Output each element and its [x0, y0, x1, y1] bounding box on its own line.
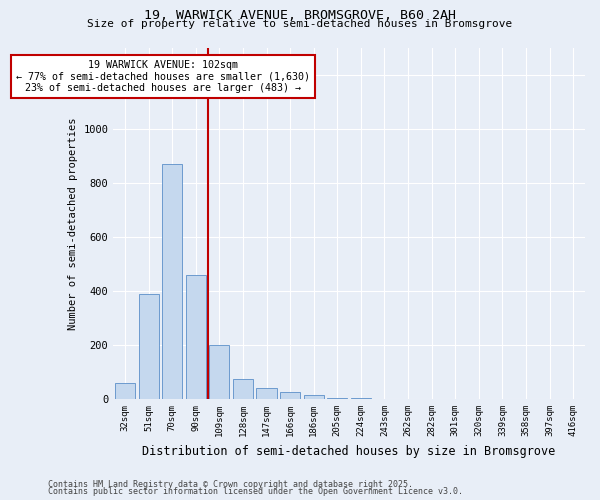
- Text: 19, WARWICK AVENUE, BROMSGROVE, B60 2AH: 19, WARWICK AVENUE, BROMSGROVE, B60 2AH: [144, 9, 456, 22]
- Text: Contains public sector information licensed under the Open Government Licence v3: Contains public sector information licen…: [48, 487, 463, 496]
- Bar: [233, 379, 253, 399]
- Bar: [327, 398, 347, 399]
- Bar: [256, 388, 277, 399]
- Bar: [351, 398, 371, 399]
- Text: Contains HM Land Registry data © Crown copyright and database right 2025.: Contains HM Land Registry data © Crown c…: [48, 480, 413, 489]
- Bar: [162, 164, 182, 399]
- Bar: [186, 274, 206, 399]
- Bar: [374, 398, 395, 399]
- Text: Size of property relative to semi-detached houses in Bromsgrove: Size of property relative to semi-detach…: [88, 19, 512, 29]
- Text: 19 WARWICK AVENUE: 102sqm
← 77% of semi-detached houses are smaller (1,630)
23% : 19 WARWICK AVENUE: 102sqm ← 77% of semi-…: [16, 60, 310, 93]
- Bar: [280, 392, 300, 399]
- Bar: [209, 345, 229, 399]
- Bar: [139, 294, 158, 399]
- Y-axis label: Number of semi-detached properties: Number of semi-detached properties: [68, 117, 78, 330]
- Bar: [115, 383, 135, 399]
- Bar: [304, 395, 324, 399]
- X-axis label: Distribution of semi-detached houses by size in Bromsgrove: Distribution of semi-detached houses by …: [142, 444, 556, 458]
